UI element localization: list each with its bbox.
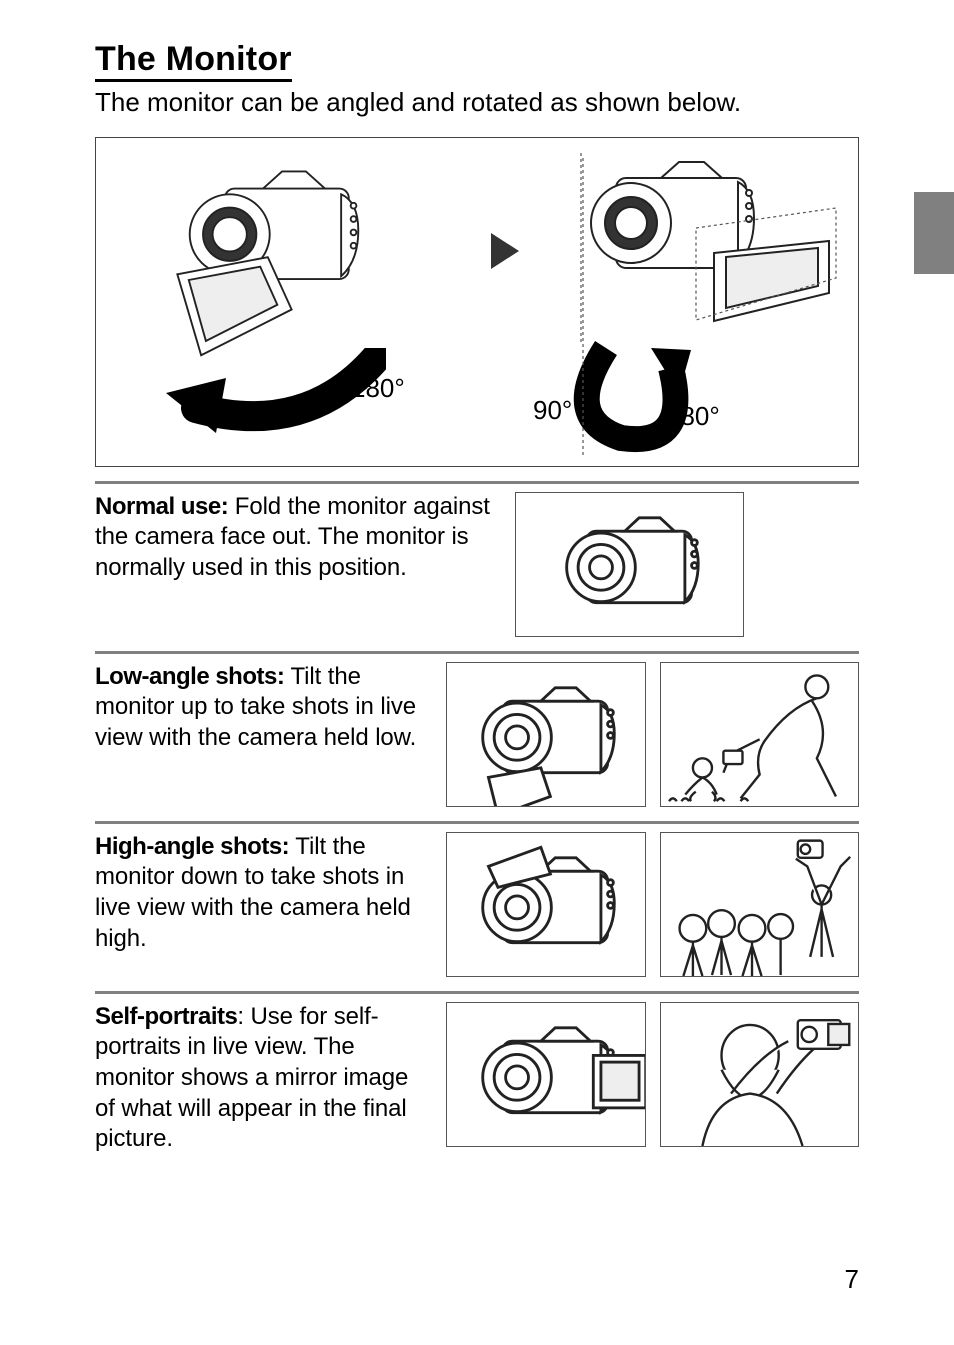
- section-lead: Low-angle shots:: [95, 663, 284, 690]
- section-thumbs: [446, 832, 859, 977]
- self-portrait-person-icon: [661, 1003, 858, 1146]
- camera-thumbnail: [446, 1002, 645, 1147]
- section-separator: [95, 991, 859, 994]
- camera-thumb-icon: [447, 663, 644, 806]
- usage-thumbnail: [660, 1002, 859, 1147]
- page-number: 7: [845, 1264, 859, 1295]
- rotation-axis-icon: [581, 158, 585, 458]
- section-separator: [95, 481, 859, 484]
- camera-thumbnail: [446, 832, 645, 977]
- section-row: High-angle shots: Tilt the monitor down …: [95, 832, 859, 977]
- camera-screen-open-illustration: [576, 148, 846, 348]
- section-row: Normal use: Fold the monitor against the…: [95, 492, 859, 637]
- section-thumbs: [446, 1002, 859, 1147]
- section-thumbs: [446, 662, 859, 807]
- section-text: Self-portraits: Use for self-portraits i…: [95, 1002, 430, 1156]
- section-separator: [95, 651, 859, 654]
- page-title: The Monitor: [95, 40, 292, 82]
- usage-thumbnail: [660, 662, 859, 807]
- section-thumbs: [515, 492, 744, 637]
- transition-arrow-icon: [491, 233, 519, 269]
- angle-label-90: 90°: [533, 395, 572, 426]
- camera-thumb-icon: [447, 1003, 644, 1146]
- section-lead: Normal use:: [95, 493, 228, 520]
- low-angle-person-icon: [661, 663, 858, 806]
- section-row: Low-angle shots: Tilt the monitor up to …: [95, 662, 859, 807]
- section-text: Low-angle shots: Tilt the monitor up to …: [95, 662, 430, 754]
- section-text: Normal use: Fold the monitor against the…: [95, 492, 499, 584]
- angle-label-180-left: 180°: [351, 373, 405, 404]
- usage-thumbnail: [660, 832, 859, 977]
- section-separator: [95, 821, 859, 824]
- camera-thumbnail: [446, 662, 645, 807]
- page-content: The Monitor The monitor can be angled an…: [0, 0, 954, 1345]
- camera-thumb-icon: [516, 493, 743, 636]
- section-row: Self-portraits: Use for self-portraits i…: [95, 1002, 859, 1156]
- intro-text: The monitor can be angled and rotated as…: [95, 86, 859, 119]
- high-angle-person-icon: [661, 833, 858, 976]
- camera-flip-open-illustration: [114, 160, 374, 360]
- angle-label-180-right: 180°: [666, 401, 720, 432]
- camera-thumb-icon: [447, 833, 644, 976]
- section-lead: Self-portraits: [95, 1003, 237, 1030]
- section-lead: High-angle shots:: [95, 833, 289, 860]
- camera-thumbnail: [515, 492, 744, 637]
- section-text: High-angle shots: Tilt the monitor down …: [95, 832, 430, 955]
- monitor-rotation-figure: 180°: [95, 137, 859, 467]
- rotate-90-180-arrow-icon: [551, 338, 701, 453]
